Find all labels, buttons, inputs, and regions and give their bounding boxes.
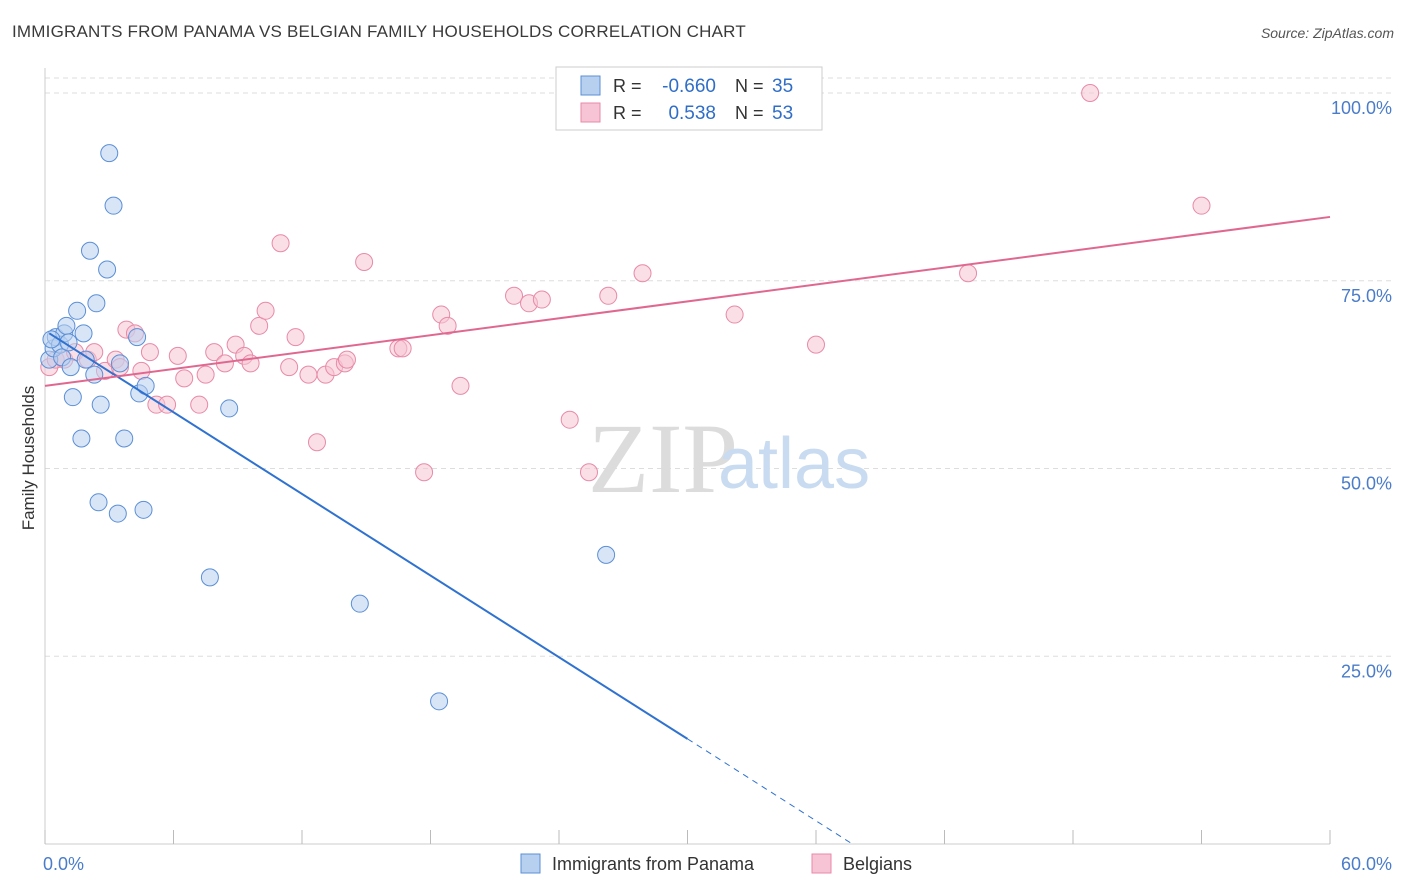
belgians-point-46: [579, 463, 598, 482]
panama-point-17: [91, 395, 110, 414]
panama-point-16: [89, 493, 108, 512]
belgians-point-34: [337, 350, 356, 369]
panama-point-28: [200, 568, 219, 587]
panama-trend-line: [48, 332, 689, 740]
panama-point-11: [74, 324, 93, 343]
y-tick-label-1: 50.0%: [1341, 474, 1392, 494]
bottom-legend-swatch-panama: [520, 853, 541, 874]
belgians-point-17: [190, 395, 209, 414]
panama-point-32: [597, 545, 616, 564]
legend-r-label-panama: R =: [613, 76, 642, 96]
bottom-legend-swatch-belgians: [811, 853, 832, 874]
belgians-point-52: [1081, 84, 1100, 103]
belgians-point-12: [140, 343, 159, 362]
panama-point-6: [57, 316, 76, 335]
belgians-point-42: [505, 286, 524, 305]
legend-r-value-belgians: 0.538: [668, 103, 716, 124]
y-tick-label-3: 100.0%: [1331, 98, 1392, 118]
x-tick-label-0: 0.0%: [43, 854, 84, 874]
trend-lines: [44, 215, 1331, 845]
belgians-point-53: [1192, 196, 1211, 215]
panama-point-29: [220, 399, 239, 418]
panama-point-15: [87, 294, 106, 313]
belgians-point-41: [451, 376, 470, 395]
series-legend: Immigrants from Panama Belgians: [520, 853, 912, 874]
legend-n-value-belgians: 53: [772, 103, 793, 124]
bottom-legend-label-belgians: Belgians: [843, 854, 912, 874]
belgians-point-44: [532, 290, 551, 309]
axes: [44, 68, 1331, 845]
panama-trend-extension: [687, 738, 853, 845]
panama-point-12: [76, 350, 95, 369]
panama-point-8: [63, 388, 82, 407]
y-tick-label-0: 25.0%: [1341, 661, 1392, 681]
watermark-zip: ZIP: [588, 403, 738, 514]
belgians-point-27: [280, 358, 299, 377]
panama-points: [40, 144, 616, 711]
panama-point-24: [128, 328, 147, 347]
legend-swatch-belgians: [580, 102, 601, 123]
panama-point-10: [72, 429, 91, 448]
panama-point-7: [61, 358, 80, 377]
y-axis-title: Family Households: [19, 386, 38, 531]
belgians-point-47: [599, 286, 618, 305]
panama-point-31: [430, 692, 449, 711]
panama-point-23: [115, 429, 134, 448]
legend-n-label-belgians: N =: [735, 103, 764, 123]
belgians-point-40: [438, 316, 457, 335]
watermark-atlas: atlas: [718, 424, 870, 504]
y-tick-label-2: 75.0%: [1341, 286, 1392, 306]
belgians-trend-line: [44, 215, 1331, 387]
belgians-point-48: [633, 264, 652, 283]
panama-point-13: [80, 241, 99, 260]
panama-point-19: [100, 144, 119, 163]
bottom-legend-label-panama: Immigrants from Panama: [552, 854, 755, 874]
belgians-point-25: [256, 301, 275, 320]
legend-n-label-panama: N =: [735, 76, 764, 96]
panama-point-34: [59, 333, 78, 352]
belgians-point-26: [271, 234, 290, 253]
belgians-point-49: [725, 305, 744, 324]
panama-point-21: [108, 504, 127, 523]
legend-swatch-panama: [580, 75, 601, 96]
belgians-point-30: [307, 433, 326, 452]
panama-point-30: [350, 594, 369, 613]
belgians-point-19: [205, 343, 224, 362]
x-tick-label-1: 60.0%: [1341, 854, 1392, 874]
source-label: Source: ZipAtlas.com: [1260, 25, 1394, 41]
belgians-point-35: [355, 252, 374, 271]
belgians-point-24: [250, 316, 269, 335]
belgians-point-45: [560, 410, 579, 429]
belgians-point-38: [415, 463, 434, 482]
legend-r-label-belgians: R =: [613, 103, 642, 123]
belgians-point-29: [299, 365, 318, 384]
belgians-point-15: [168, 346, 187, 365]
panama-point-18: [98, 260, 117, 279]
belgians-point-16: [175, 369, 194, 388]
chart-title: IMMIGRANTS FROM PANAMA VS BELGIAN FAMILY…: [12, 22, 746, 41]
panama-point-20: [104, 196, 123, 215]
belgians-point-18: [196, 365, 215, 384]
belgians-point-51: [959, 264, 978, 283]
legend-n-value-panama: 35: [772, 76, 793, 97]
legend-r-value-panama: -0.660: [662, 76, 716, 97]
panama-point-9: [68, 301, 87, 320]
panama-point-22: [110, 354, 129, 373]
belgians-point-28: [286, 328, 305, 347]
tick-labels: 25.0% 50.0% 75.0% 100.0% 0.0% 60.0%: [43, 98, 1392, 874]
stats-legend: R = -0.660 N = 35 R = 0.538 N = 53: [555, 66, 823, 131]
belgians-point-37: [393, 339, 412, 358]
belgians-point-14: [158, 395, 177, 414]
belgians-point-11: [132, 361, 151, 380]
belgians-point-50: [807, 335, 825, 354]
panama-point-26: [134, 500, 153, 519]
